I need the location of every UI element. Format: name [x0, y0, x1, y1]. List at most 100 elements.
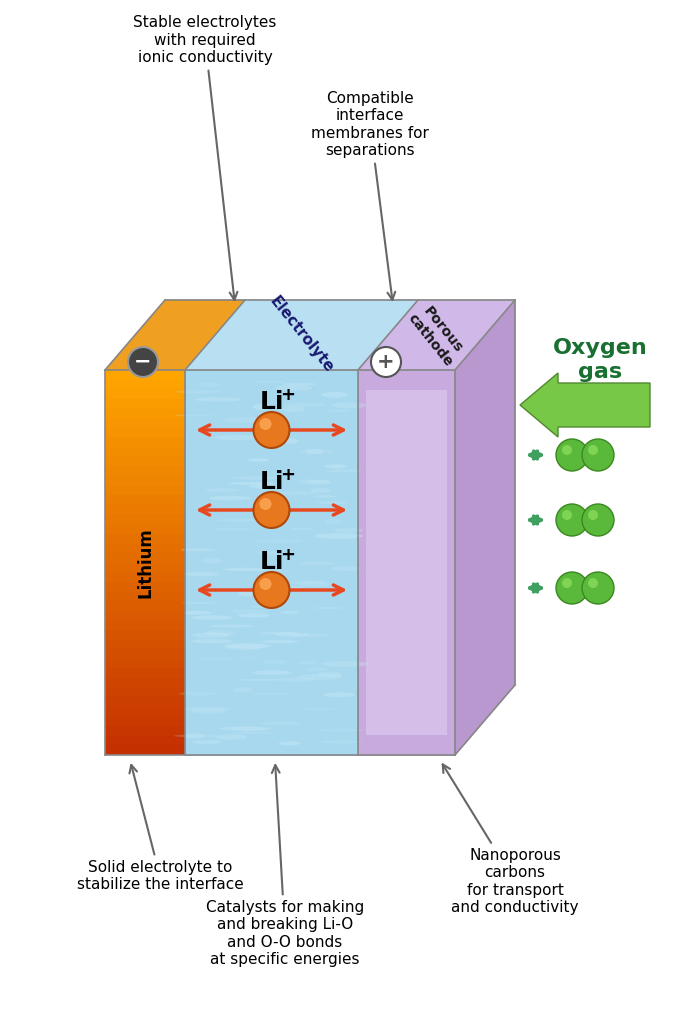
Circle shape — [588, 445, 598, 455]
Ellipse shape — [248, 458, 270, 461]
Polygon shape — [105, 543, 185, 552]
Polygon shape — [105, 668, 185, 678]
Ellipse shape — [275, 632, 308, 637]
Polygon shape — [105, 476, 185, 486]
Polygon shape — [105, 495, 185, 504]
Ellipse shape — [174, 735, 219, 738]
Ellipse shape — [299, 581, 331, 587]
Polygon shape — [520, 373, 650, 437]
Ellipse shape — [305, 449, 324, 454]
Polygon shape — [105, 678, 185, 687]
Ellipse shape — [317, 728, 364, 731]
Circle shape — [253, 412, 290, 448]
Polygon shape — [185, 370, 358, 755]
Ellipse shape — [307, 480, 331, 485]
Polygon shape — [358, 300, 515, 370]
Polygon shape — [105, 504, 185, 515]
Text: Li: Li — [259, 390, 284, 414]
Ellipse shape — [327, 470, 361, 473]
Polygon shape — [105, 746, 185, 755]
Ellipse shape — [223, 417, 270, 422]
Text: Electrolyte: Electrolyte — [266, 294, 336, 376]
Polygon shape — [105, 726, 185, 736]
Polygon shape — [105, 438, 185, 447]
Ellipse shape — [279, 491, 315, 495]
Polygon shape — [105, 447, 185, 456]
Ellipse shape — [332, 566, 360, 571]
Ellipse shape — [259, 632, 299, 634]
Ellipse shape — [193, 632, 230, 638]
Polygon shape — [105, 534, 185, 543]
Ellipse shape — [256, 539, 302, 542]
Ellipse shape — [321, 740, 363, 744]
Ellipse shape — [239, 657, 258, 659]
Ellipse shape — [232, 477, 276, 480]
Text: +: + — [280, 386, 295, 404]
Ellipse shape — [290, 528, 314, 530]
Ellipse shape — [224, 568, 264, 571]
Ellipse shape — [234, 687, 253, 693]
Text: Compatible
interface
membranes for
separations: Compatible interface membranes for separ… — [311, 91, 429, 300]
Ellipse shape — [219, 726, 267, 730]
Polygon shape — [358, 370, 455, 755]
Ellipse shape — [290, 581, 328, 584]
Ellipse shape — [210, 625, 252, 627]
Ellipse shape — [324, 519, 343, 525]
Ellipse shape — [209, 496, 251, 500]
Ellipse shape — [275, 385, 313, 391]
Ellipse shape — [317, 501, 348, 504]
Ellipse shape — [299, 449, 333, 454]
Polygon shape — [105, 408, 185, 418]
Circle shape — [588, 510, 598, 520]
Ellipse shape — [307, 667, 328, 671]
Circle shape — [588, 578, 598, 588]
Text: +: + — [280, 466, 295, 484]
Polygon shape — [105, 370, 185, 380]
Ellipse shape — [204, 488, 239, 492]
Ellipse shape — [318, 672, 342, 677]
Ellipse shape — [323, 693, 355, 698]
Polygon shape — [105, 698, 185, 707]
Ellipse shape — [184, 572, 219, 576]
Ellipse shape — [253, 693, 292, 696]
Polygon shape — [105, 389, 185, 399]
Ellipse shape — [184, 707, 231, 711]
Ellipse shape — [279, 677, 315, 681]
Ellipse shape — [312, 495, 336, 497]
Ellipse shape — [184, 611, 212, 615]
Polygon shape — [105, 563, 185, 572]
Circle shape — [556, 504, 588, 536]
Ellipse shape — [237, 679, 283, 681]
Ellipse shape — [232, 610, 270, 614]
Polygon shape — [105, 399, 185, 408]
Ellipse shape — [281, 402, 325, 407]
Ellipse shape — [259, 550, 282, 554]
Polygon shape — [185, 300, 418, 370]
Polygon shape — [105, 659, 185, 668]
Text: Porous
cathode: Porous cathode — [405, 301, 468, 369]
Ellipse shape — [253, 404, 271, 410]
Polygon shape — [455, 300, 515, 755]
Ellipse shape — [280, 611, 299, 614]
Ellipse shape — [215, 435, 262, 440]
Text: Solid electrolyte to
stabilize the interface: Solid electrolyte to stabilize the inter… — [77, 765, 244, 892]
Polygon shape — [105, 456, 185, 466]
Ellipse shape — [198, 383, 219, 387]
Ellipse shape — [195, 397, 240, 402]
Circle shape — [562, 510, 572, 520]
Ellipse shape — [192, 708, 226, 714]
Circle shape — [371, 347, 401, 377]
Polygon shape — [105, 300, 245, 370]
Ellipse shape — [190, 616, 233, 620]
Ellipse shape — [259, 640, 299, 643]
Ellipse shape — [297, 480, 316, 484]
Ellipse shape — [211, 528, 253, 531]
Ellipse shape — [253, 670, 291, 675]
Ellipse shape — [321, 392, 348, 398]
Ellipse shape — [297, 674, 343, 679]
Circle shape — [259, 578, 271, 590]
Ellipse shape — [309, 488, 331, 493]
Polygon shape — [105, 611, 185, 620]
Ellipse shape — [282, 406, 306, 412]
Circle shape — [562, 578, 572, 588]
